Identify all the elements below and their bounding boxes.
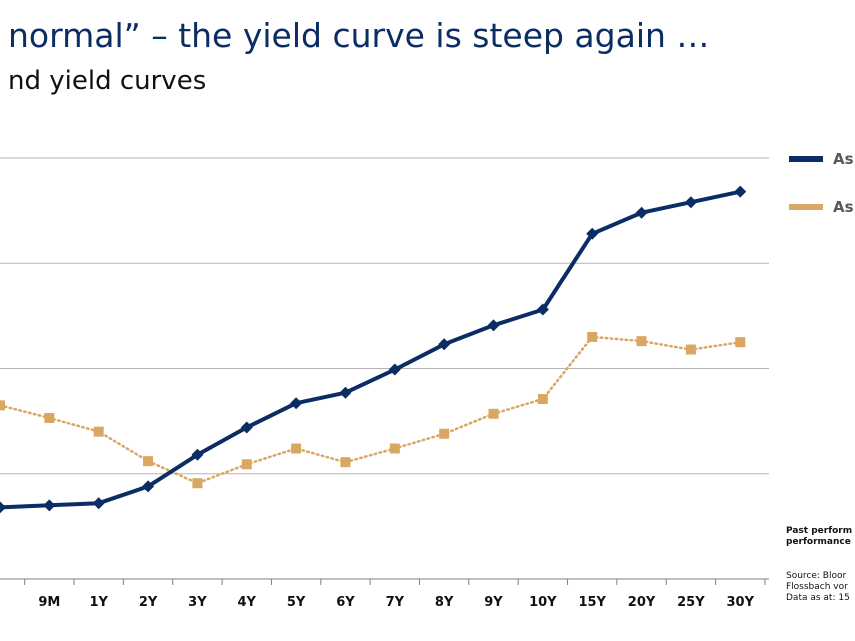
series-lines (0, 185, 747, 514)
x-tick-label: 7Y (386, 595, 405, 610)
data-point (290, 397, 303, 410)
x-tick-label: 9Y (484, 595, 503, 610)
data-point (340, 457, 351, 468)
legend-item-2: As (789, 195, 854, 219)
data-point (635, 206, 648, 219)
data-point (241, 459, 252, 470)
series-1 (0, 185, 747, 514)
data-point (685, 344, 696, 355)
series-2-line (0, 335, 742, 485)
data-point (389, 443, 400, 454)
source-line-3: Data as at: 15 (786, 593, 850, 603)
source-line-2: Flossbach vor (786, 582, 848, 592)
source-line-1: Source: Bloor (786, 571, 847, 581)
data-point (488, 408, 499, 419)
legend-swatch-2 (789, 204, 823, 210)
x-tick-label: 8Y (435, 595, 454, 610)
data-point (587, 331, 598, 342)
data-point (191, 448, 204, 461)
x-axis: 9M 1Y 2Y 3Y 4Y 5Y 6Y 7Y 8Y 9Y 10Y 15Y 20Y 25Y 30Y (0, 578, 769, 610)
data-point (536, 303, 549, 316)
x-tick-label: 1Y (89, 595, 108, 610)
x-tick-label: 6Y (336, 595, 355, 610)
data-point (735, 337, 746, 348)
data-point (291, 443, 302, 454)
data-point (143, 456, 154, 467)
data-point (439, 428, 450, 439)
disclaimer-line-1: Past perform (786, 526, 853, 536)
x-tick-label: 30Y (726, 595, 754, 610)
data-point (0, 400, 5, 411)
data-point (142, 480, 155, 493)
data-point (537, 394, 548, 405)
data-point (192, 478, 203, 489)
data-point (0, 501, 6, 514)
data-point (92, 497, 105, 510)
legend-label-2: As (833, 198, 854, 216)
disclaimer-note: Past perform performance (786, 526, 852, 548)
source-note: Source: Bloor Flossbach vor Data as at: … (786, 571, 850, 604)
x-tick-label: 9M (38, 595, 60, 610)
data-point (586, 227, 599, 240)
x-tick-label: 3Y (188, 595, 207, 610)
x-tick-label: 5Y (287, 595, 306, 610)
data-point (487, 319, 500, 332)
x-tick-label: 15Y (578, 595, 606, 610)
x-tick-label: 10Y (529, 595, 557, 610)
disclaimer-line-2: performance (786, 537, 851, 547)
data-point (438, 338, 451, 351)
data-point (636, 336, 647, 347)
series-2 (0, 331, 746, 489)
legend-label-1: As (833, 150, 854, 168)
data-point (43, 499, 56, 512)
x-tick-label: 20Y (628, 595, 656, 610)
data-point (44, 412, 55, 423)
x-tick-label: 25Y (677, 595, 705, 610)
data-point (240, 421, 253, 434)
page-title: normal” – the yield curve is steep again… (8, 16, 710, 55)
x-tick-label: 4Y (238, 595, 257, 610)
data-point (734, 185, 747, 198)
data-point (339, 386, 352, 399)
data-point (93, 426, 104, 437)
data-point (684, 196, 697, 209)
legend-swatch-1 (789, 156, 823, 162)
x-tick-label: 2Y (139, 595, 158, 610)
data-point (388, 363, 401, 376)
grid-lines (0, 157, 769, 475)
legend-item-1: As (789, 147, 854, 171)
series-1-line (0, 189, 741, 510)
page-subtitle: nd yield curves (8, 66, 207, 96)
